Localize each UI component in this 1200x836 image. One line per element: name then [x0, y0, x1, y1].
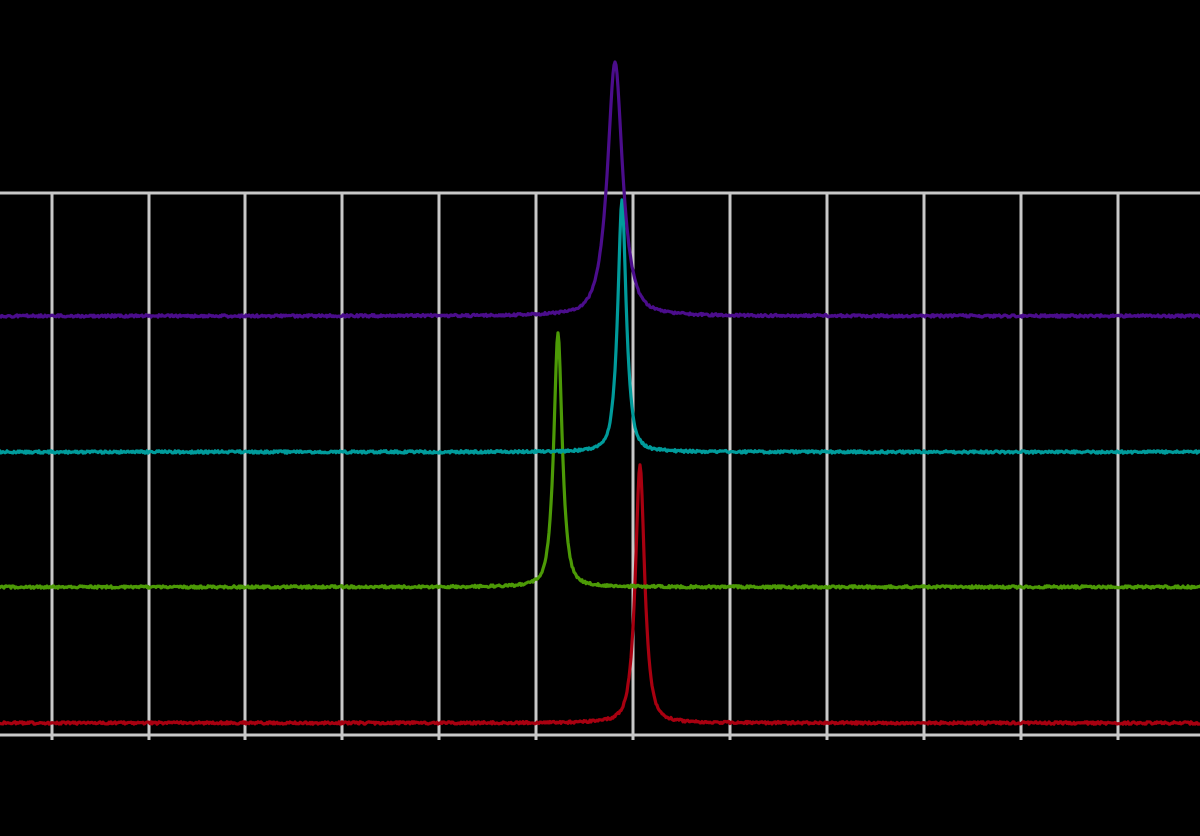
- data-series-group: [0, 60, 1200, 726]
- series-spectrum-3-green: [0, 331, 1200, 590]
- plot-area-background: [0, 193, 1200, 736]
- axis-spines: [0, 191, 1200, 737]
- x-gridlines: [50, 193, 1120, 740]
- series-spectrum-2-teal: [0, 198, 1200, 455]
- series-spectrum-4-red: [0, 463, 1200, 726]
- series-spectrum-1-purple: [0, 60, 1200, 319]
